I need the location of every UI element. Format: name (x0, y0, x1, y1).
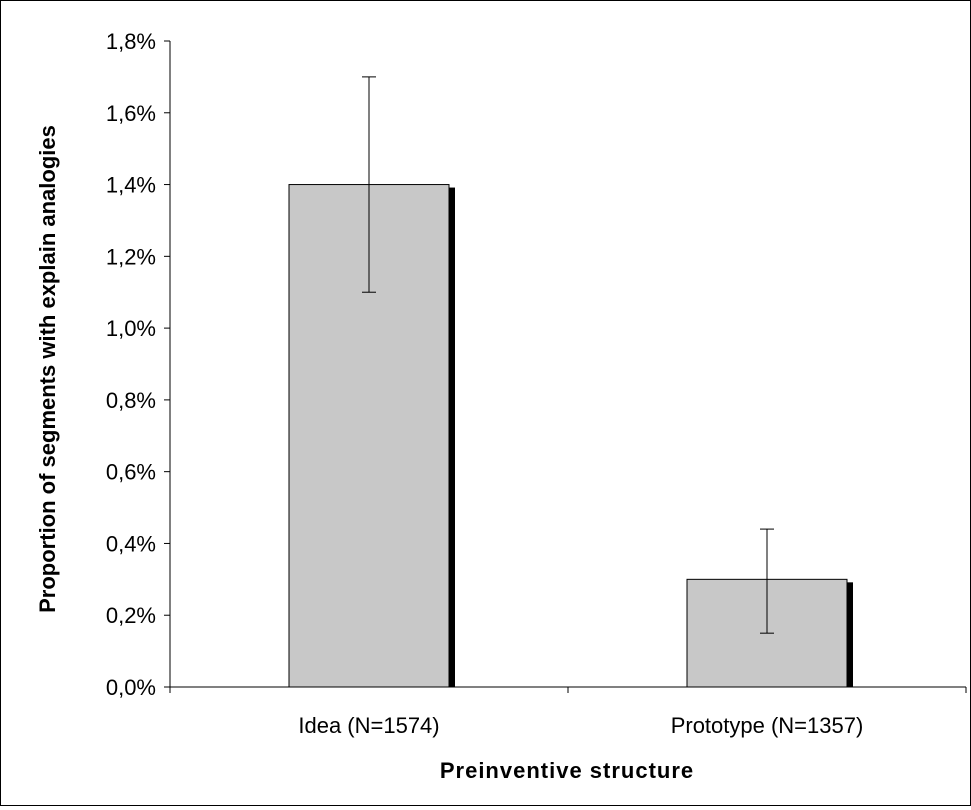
x-axis-title: Preinventive structure (440, 758, 694, 783)
y-tick-label: 1,6% (106, 101, 156, 126)
bars (288, 184, 853, 688)
y-tick-label: 0,2% (106, 603, 156, 628)
y-tick-label: 0,6% (106, 460, 156, 485)
y-axis-title: Proportion of segments with explain anal… (35, 125, 60, 613)
y-tick-label: 1,8% (106, 29, 156, 54)
y-tick-label: 1,4% (106, 173, 156, 198)
y-tick-label: 0,0% (106, 675, 156, 700)
y-tick-label: 1,0% (106, 316, 156, 341)
x-category-label: Idea (N=1574) (298, 713, 439, 738)
x-category-label: Prototype (N=1357) (671, 713, 864, 738)
bar-shadow (847, 582, 853, 687)
y-tick-labels: 0,0% 0,2% 0,4% 0,6% 0,8% 1,0% 1,2% 1,4% 1,6% 1,8% (106, 29, 156, 700)
y-tick-label: 0,4% (106, 531, 156, 556)
y-tick-label: 1,2% (106, 244, 156, 269)
bar-shadow (449, 187, 455, 688)
error-bars (362, 76, 774, 634)
x-category-labels: Idea (N=1574) Prototype (N=1357) (298, 713, 863, 738)
y-tick-label: 0,8% (106, 388, 156, 413)
